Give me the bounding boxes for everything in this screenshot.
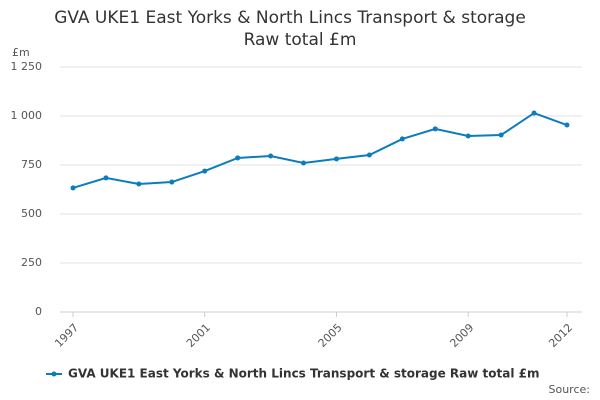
legend-marker [51,371,57,377]
chart-subtitle: Raw total £m [244,30,357,50]
point [169,179,175,185]
point [465,133,471,139]
line [72,111,568,189]
point [432,126,438,132]
chart-title: GVA UKE1 East Yorks & North Lincs Transp… [54,8,526,28]
point [103,175,109,181]
point [301,160,307,166]
point [70,185,76,191]
y-unit: £m [12,46,30,59]
x-tick-label: 2009 [447,321,476,350]
x-tick-label: 2012 [546,321,575,350]
y-tick-label: 0 [35,305,42,318]
x-tick-label: 2005 [316,321,345,350]
point [498,132,504,138]
point [235,155,241,161]
y-tick-label: 1 250 [11,60,43,73]
y-tick-label: 750 [21,158,42,171]
point [202,168,208,174]
y-tick-label: 250 [21,256,42,269]
point [399,136,405,142]
point [136,181,142,187]
point [333,156,339,162]
x-tick-label: 2001 [184,321,213,350]
point [268,153,274,159]
point [564,122,570,128]
legend-label: GVA UKE1 East Yorks & North Lincs Transp… [68,367,539,381]
point [531,110,537,116]
x-tick-label: 1997 [52,321,81,350]
point [366,152,372,158]
source: Source: [549,383,591,396]
y-tick-label: 1 000 [11,109,43,122]
y-tick-label: 500 [21,207,42,220]
